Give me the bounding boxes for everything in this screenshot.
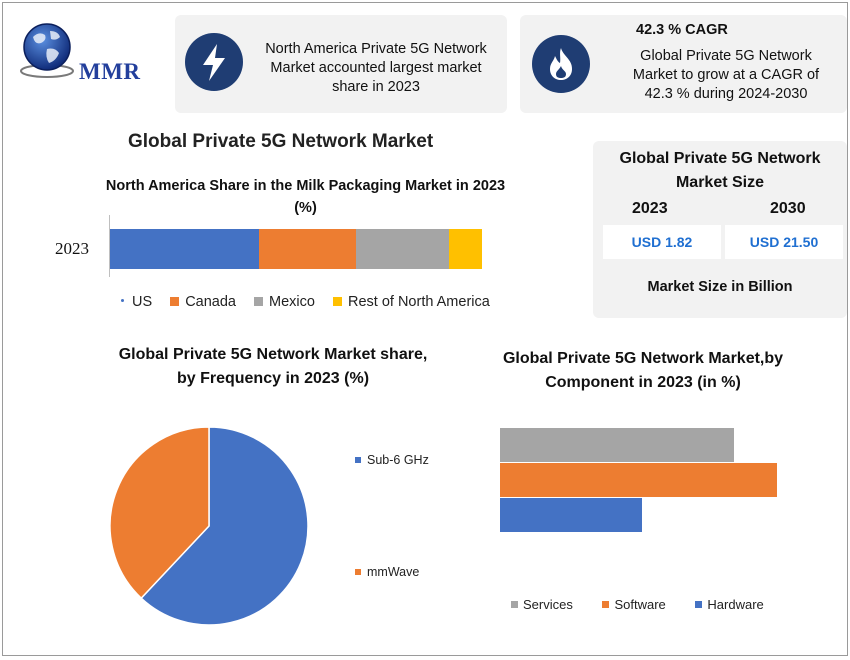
stack-segment-canada [258, 229, 356, 269]
pie-slice-mmwave [109, 426, 210, 600]
legend-item-canada: Canada [170, 294, 236, 310]
legend-swatch-hardware [695, 601, 703, 608]
legend-swatch-sub6 [355, 457, 361, 463]
legend-label-canada: Canada [185, 294, 236, 310]
legend-label-mexico: Mexico [269, 294, 315, 310]
legend-label-rest: Rest of North America [347, 294, 490, 310]
bar-software [500, 463, 777, 497]
legend-item-software: Software [602, 597, 666, 612]
stack-segment-mexico [355, 229, 449, 269]
legend-item-hardware: Hardware [695, 597, 764, 612]
stack-segment-rest-of-north-america [448, 229, 482, 269]
market-size-year-2030: 2030 [770, 200, 806, 217]
cagr-text: Global Private 5G Network Market to grow… [632, 48, 820, 102]
pie-slice-sub-6-ghz [140, 426, 309, 626]
legend-label-sub6: Sub-6 GHz [367, 453, 429, 467]
stack-axis-line [109, 215, 110, 277]
cagr-card: 42.3 % CAGR Global Private 5G Network Ma… [520, 15, 847, 113]
market-size-card: Global Private 5G Network Market Size 20… [593, 141, 847, 318]
legend-item-us: US [119, 294, 152, 310]
legend-label-services: Services [523, 597, 573, 612]
legend-item-mexico: Mexico [254, 294, 315, 310]
legend-swatch-software [602, 601, 610, 608]
legend-label-us: US [132, 294, 153, 310]
component-chart-title: Global Private 5G Network Market,by Comp… [502, 350, 784, 391]
frequency-pie-chart [109, 426, 309, 626]
legend-swatch-rest [332, 297, 342, 306]
flame-icon [532, 35, 590, 93]
market-size-unit: Market Size in Billion [647, 279, 793, 295]
legend-swatch-canada [170, 297, 180, 306]
main-title: Global Private 5G Network Market [128, 131, 434, 152]
north-america-card: North America Private 5G Network Market … [175, 15, 507, 113]
legend-swatch-mmwave [355, 569, 361, 575]
component-bar-legend: Services Software Hardware [511, 597, 790, 612]
frequency-chart-title: Global Private 5G Network Market share, … [118, 346, 428, 387]
lightning-icon [185, 33, 243, 91]
legend-swatch-us [121, 299, 124, 303]
market-size-year-2023: 2023 [632, 200, 668, 217]
market-size-value-2030: USD 21.50 [725, 225, 843, 259]
north-america-chart-title: North America Share in the Milk Packagin… [105, 178, 506, 216]
legend-swatch-mexico [254, 297, 264, 306]
legend-swatch-services [511, 601, 518, 608]
stack-segment-us [110, 229, 259, 269]
stacked-bar [110, 229, 482, 269]
bar-services [500, 428, 735, 462]
stack-category-label: 2023 [55, 239, 89, 258]
bar-hardware [500, 498, 642, 532]
market-size-title: Global Private 5G Network Market Size [619, 150, 821, 191]
stacked-bar-legend: US Canada Mexico Rest of North America [119, 294, 504, 310]
legend-item-mmwave: mmWave [355, 565, 419, 579]
legend-label-mmwave: mmWave [367, 565, 420, 579]
legend-item-rest: Rest of North America [332, 294, 490, 310]
mmr-logo: MMR [17, 17, 147, 87]
legend-item-services: Services [511, 597, 573, 612]
legend-label-hardware: Hardware [707, 597, 764, 612]
legend-item-sub6: Sub-6 GHz [355, 453, 429, 467]
north-america-text: North America Private 5G Network Market … [265, 41, 487, 95]
logo-text: MMR [79, 59, 141, 84]
legend-label-software: Software [614, 597, 666, 612]
market-size-value-2023: USD 1.82 [603, 225, 721, 259]
globe-icon [20, 23, 74, 78]
cagr-title: 42.3 % CAGR [636, 22, 728, 38]
